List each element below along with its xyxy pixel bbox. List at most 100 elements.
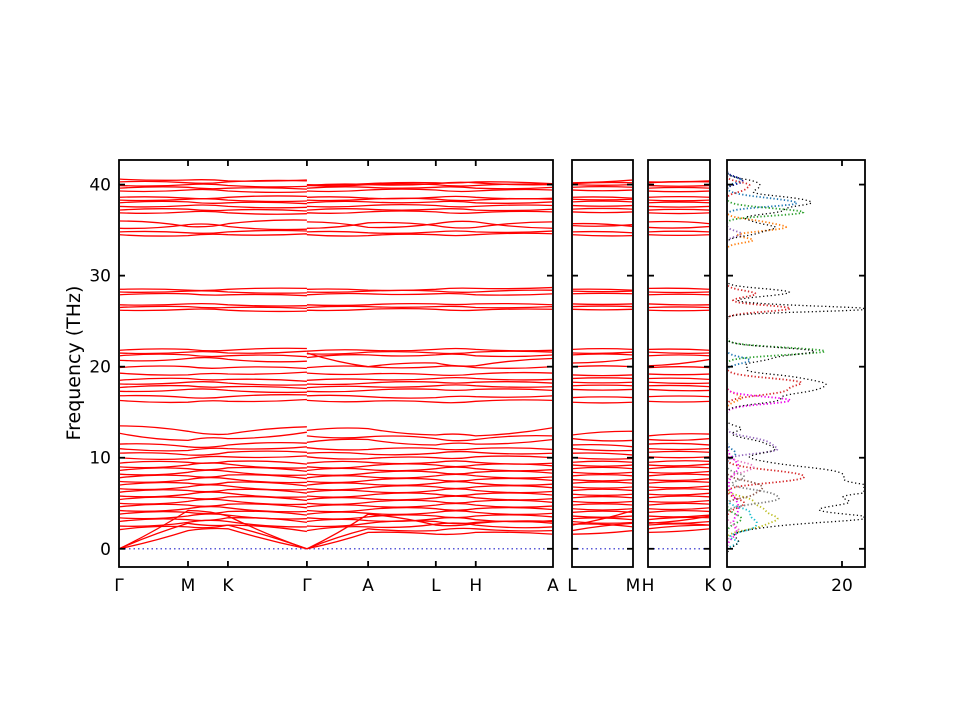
- band-line: [120, 527, 552, 550]
- band-line: [649, 212, 709, 215]
- band-line: [649, 485, 709, 489]
- band-line: [649, 463, 709, 467]
- band-line: [120, 286, 552, 292]
- band-line: [573, 224, 632, 227]
- band-line: [649, 195, 709, 198]
- dos-xtick-label: 20: [831, 576, 853, 596]
- band-line: [573, 522, 632, 532]
- band-line: [120, 381, 552, 386]
- band-line: [120, 522, 552, 550]
- band-line: [573, 211, 632, 214]
- panel-frame-dos: [726, 159, 866, 568]
- band-line: [649, 377, 709, 380]
- band-line: [649, 354, 709, 357]
- band-line: [573, 207, 632, 210]
- band-line: [649, 480, 709, 484]
- band-line: [120, 376, 552, 382]
- band-line: [573, 452, 632, 456]
- band-line: [573, 510, 632, 513]
- band-line: [573, 179, 632, 184]
- band-line: [649, 234, 709, 237]
- band-line: [120, 438, 552, 449]
- band-line: [573, 222, 632, 228]
- band-line: [120, 203, 552, 209]
- band-line: [649, 184, 709, 187]
- band-line: [120, 513, 552, 520]
- ytick-label: 20: [89, 358, 111, 378]
- band-line: [573, 198, 632, 201]
- band-line: [573, 308, 632, 311]
- band-line: [649, 293, 709, 296]
- band-line: [120, 219, 552, 229]
- kpoint-label: M: [626, 576, 641, 596]
- band-line: [573, 388, 632, 391]
- band-line: [120, 292, 552, 297]
- band-line: [649, 499, 709, 503]
- band-line: [649, 466, 709, 470]
- band-line: [120, 388, 552, 394]
- kpoint-label: H: [642, 576, 655, 596]
- band-line: [649, 478, 709, 482]
- band-line: [120, 186, 552, 190]
- dos-curve-navy: [728, 170, 744, 191]
- band-line: [649, 180, 709, 183]
- band-line: [649, 456, 709, 459]
- band-line: [573, 474, 632, 477]
- band-line: [649, 460, 709, 463]
- panel-frames: [118, 159, 866, 568]
- band-line: [649, 470, 709, 474]
- band-line: [120, 491, 552, 498]
- band-line: [649, 438, 709, 442]
- band-line: [120, 195, 552, 200]
- band-line: [120, 208, 552, 212]
- band-line: [120, 200, 552, 205]
- band-line: [573, 196, 632, 199]
- band-line: [573, 523, 632, 528]
- dos-curves: [728, 170, 864, 554]
- band-line: [649, 351, 709, 354]
- kpoint-label: M: [181, 576, 196, 596]
- band-line: [120, 522, 552, 533]
- band-line: [649, 528, 709, 534]
- band-line: [120, 210, 552, 215]
- dos-curve-orange: [728, 211, 788, 410]
- band-line: [649, 473, 709, 477]
- band-line: [573, 471, 632, 475]
- band-line: [573, 384, 632, 387]
- band-line: [649, 225, 709, 229]
- band-line: [573, 200, 632, 203]
- band-line: [573, 515, 632, 518]
- kpoint-label: A: [362, 576, 374, 596]
- band-line: [573, 374, 632, 377]
- band-line: [573, 290, 632, 293]
- band-line: [649, 400, 709, 403]
- band-line: [573, 495, 632, 499]
- band-line: [120, 460, 552, 465]
- band-line: [573, 530, 632, 535]
- band-line: [649, 190, 709, 193]
- band-line: [649, 507, 709, 511]
- band-line: [120, 302, 552, 307]
- band-line: [649, 448, 709, 451]
- band-line: [573, 488, 632, 492]
- kpoint-label: K: [222, 576, 234, 596]
- ytick-label: 40: [89, 176, 111, 196]
- kpoint-label: Γ: [302, 576, 312, 596]
- band-line: [120, 476, 552, 484]
- band-line: [649, 395, 709, 398]
- band-line: [649, 230, 709, 233]
- band-line: [120, 178, 552, 186]
- panel-frame-HK: [647, 159, 711, 568]
- band-line: [573, 351, 632, 354]
- band-line: [573, 377, 632, 380]
- kpoint-label: Γ: [114, 576, 124, 596]
- band-line: [573, 493, 632, 497]
- axis-ticks: [119, 160, 865, 567]
- kpoint-label: A: [547, 576, 559, 596]
- band-line: [649, 502, 709, 506]
- band-line: [649, 199, 709, 202]
- band-line: [573, 401, 632, 404]
- band-line: [120, 484, 552, 491]
- band-line: [573, 381, 632, 384]
